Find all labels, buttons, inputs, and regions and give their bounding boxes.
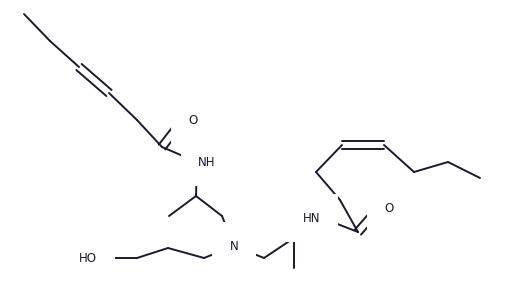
- Text: HO: HO: [79, 252, 97, 264]
- Text: O: O: [188, 114, 198, 126]
- Text: O: O: [385, 201, 393, 215]
- Text: NH: NH: [198, 155, 216, 169]
- Text: N: N: [230, 240, 238, 252]
- Text: HN: HN: [304, 211, 321, 225]
